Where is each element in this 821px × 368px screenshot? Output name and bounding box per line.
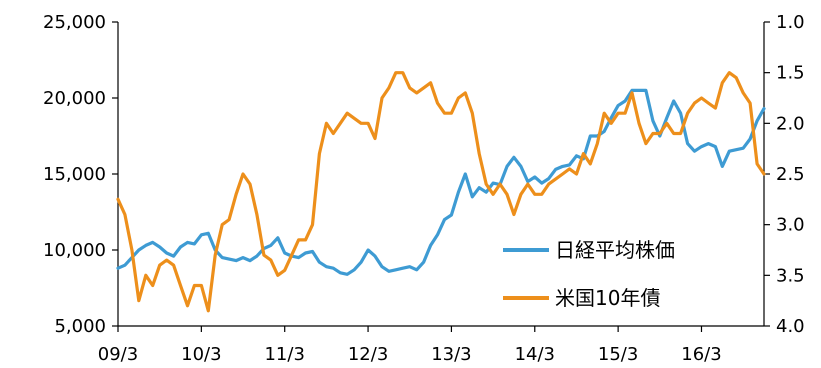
series-lines xyxy=(116,71,766,313)
x-tick-label: 09/3 xyxy=(98,344,138,365)
left-tick-label: 20,000 xyxy=(43,88,106,109)
x-tick-label: 11/3 xyxy=(264,344,304,365)
right-tick-label: 3.0 xyxy=(776,215,805,236)
x-tick-label: 10/3 xyxy=(181,344,221,365)
left-axis-ticks: 5,000 10,000 15,000 20,000 25,000 xyxy=(43,12,118,337)
series-line-nikkei xyxy=(116,88,766,276)
chart-axes xyxy=(117,22,765,327)
x-tick-label: 15/3 xyxy=(598,344,638,365)
x-tick-label: 13/3 xyxy=(431,344,471,365)
x-tick-label: 12/3 xyxy=(348,344,388,365)
x-tick-label: 16/3 xyxy=(681,344,721,365)
right-tick-label: 1.5 xyxy=(776,63,805,84)
series-line-us10y xyxy=(116,71,766,313)
right-tick-label: 4.0 xyxy=(776,316,805,337)
left-tick-label: 15,000 xyxy=(43,164,106,185)
x-tick-label: 14/3 xyxy=(515,344,555,365)
left-tick-label: 25,000 xyxy=(43,12,106,33)
left-tick-label: 5,000 xyxy=(54,316,106,337)
right-tick-label: 1.0 xyxy=(776,12,805,33)
right-tick-label: 2.0 xyxy=(776,113,805,134)
right-tick-label: 2.5 xyxy=(776,164,805,185)
right-axis-ticks: 1.0 1.5 2.0 2.5 3.0 3.5 4.0 xyxy=(764,12,805,337)
x-axis-ticks: 09/3 10/3 11/3 12/3 13/3 14/3 15/3 16/3 xyxy=(98,326,722,365)
legend-label-nikkei: 日経平均株価 xyxy=(555,238,675,262)
legend-label-us10y: 米国10年債 xyxy=(555,286,660,310)
left-tick-label: 10,000 xyxy=(43,240,106,261)
legend: 日経平均株価 米国10年債 xyxy=(503,238,675,310)
right-tick-label: 3.5 xyxy=(776,265,805,286)
